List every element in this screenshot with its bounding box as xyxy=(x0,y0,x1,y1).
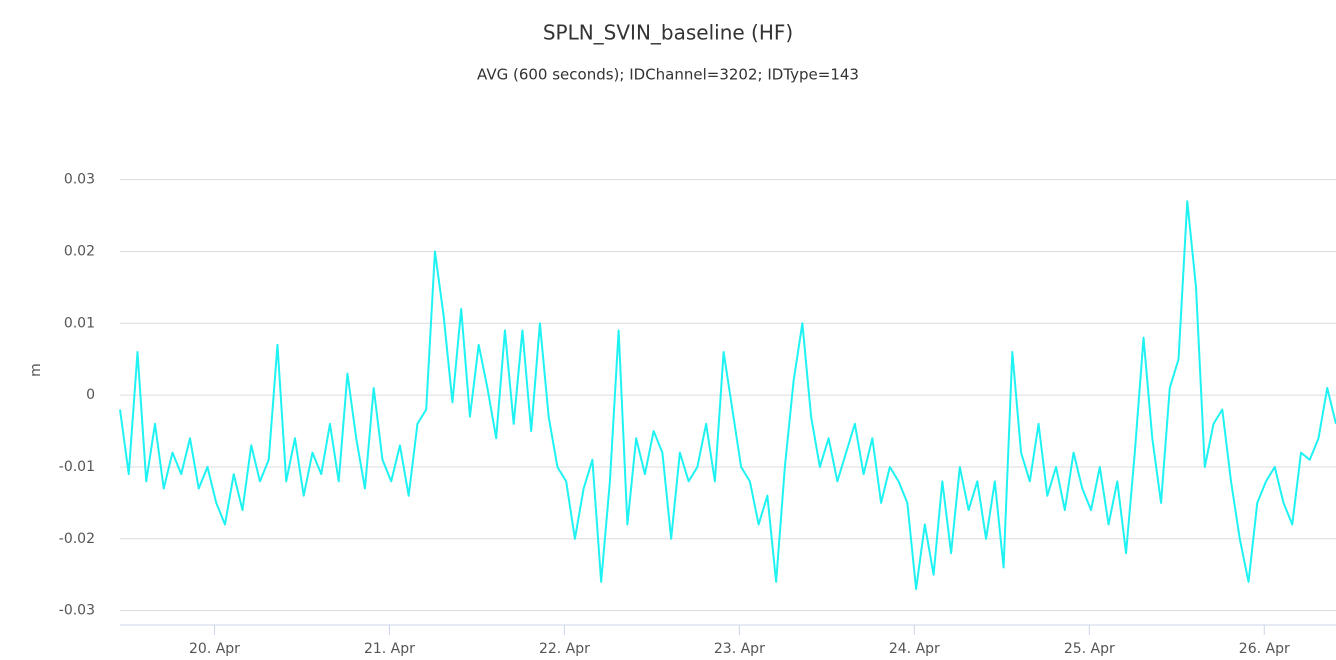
y-tick-label: 0.03 xyxy=(64,172,95,188)
x-tick-label: 21. Apr xyxy=(364,641,415,657)
x-tick-label: 25. Apr xyxy=(1064,641,1115,657)
y-tick-label: 0.02 xyxy=(64,243,95,259)
chart-subtitle: AVG (600 seconds); IDChannel=3202; IDTyp… xyxy=(477,66,859,84)
y-tick-label: -0.02 xyxy=(59,531,95,547)
y-tick-label: -0.03 xyxy=(59,603,95,619)
x-tick-label: 20. Apr xyxy=(189,641,240,657)
y-tick-label: 0 xyxy=(86,387,95,403)
x-tick-label: 24. Apr xyxy=(889,641,940,657)
chart-title: SPLN_SVIN_baseline (HF) xyxy=(543,21,793,45)
y-tick-label: 0.01 xyxy=(64,315,95,331)
x-tick-label: 22. Apr xyxy=(539,641,590,657)
x-tick-label: 23. Apr xyxy=(714,641,765,657)
y-axis-label: m xyxy=(28,363,44,377)
x-tick-label: 26. Apr xyxy=(1239,641,1290,657)
y-tick-label: -0.01 xyxy=(59,459,95,475)
data-line xyxy=(119,200,1336,591)
